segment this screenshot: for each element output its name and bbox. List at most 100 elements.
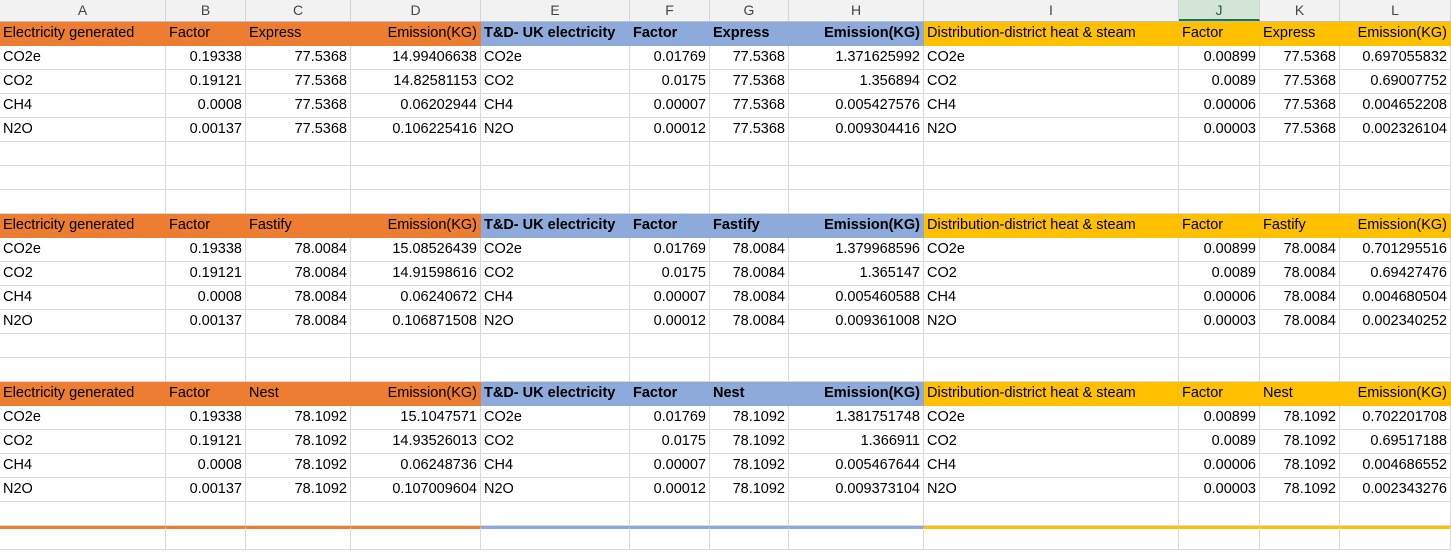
- empty-cell[interactable]: [630, 334, 710, 358]
- data-cell[interactable]: CO2e: [924, 238, 1179, 262]
- empty-cell[interactable]: [789, 526, 924, 550]
- empty-cell[interactable]: [0, 142, 166, 166]
- data-cell[interactable]: CO2e: [0, 46, 166, 70]
- data-cell[interactable]: 0.005460588: [789, 286, 924, 310]
- empty-cell[interactable]: [630, 526, 710, 550]
- data-cell[interactable]: 0.005427576: [789, 94, 924, 118]
- data-cell[interactable]: 0.004680504: [1340, 286, 1451, 310]
- empty-cell[interactable]: [246, 502, 351, 526]
- empty-cell[interactable]: [710, 142, 789, 166]
- header-cell[interactable]: Emission(KG): [1340, 22, 1451, 46]
- data-cell[interactable]: N2O: [924, 310, 1179, 334]
- empty-cell[interactable]: [924, 142, 1179, 166]
- empty-cell[interactable]: [0, 358, 166, 382]
- data-cell[interactable]: 78.1092: [710, 454, 789, 478]
- empty-cell[interactable]: [630, 358, 710, 382]
- empty-cell[interactable]: [924, 526, 1179, 550]
- data-cell[interactable]: 77.5368: [1260, 70, 1340, 94]
- empty-cell[interactable]: [351, 142, 481, 166]
- data-cell[interactable]: 0.19121: [166, 70, 246, 94]
- empty-cell[interactable]: [166, 358, 246, 382]
- data-cell[interactable]: 0.106871508: [351, 310, 481, 334]
- header-cell[interactable]: Factor: [166, 214, 246, 238]
- empty-cell[interactable]: [0, 166, 166, 190]
- data-cell[interactable]: CO2: [481, 70, 630, 94]
- data-cell[interactable]: 0.00006: [1179, 454, 1260, 478]
- data-cell[interactable]: CO2: [0, 262, 166, 286]
- data-cell[interactable]: 0.19121: [166, 430, 246, 454]
- data-cell[interactable]: 1.356894: [789, 70, 924, 94]
- data-cell[interactable]: CO2: [481, 262, 630, 286]
- data-cell[interactable]: 0.69427476: [1340, 262, 1451, 286]
- data-cell[interactable]: 77.5368: [710, 46, 789, 70]
- empty-cell[interactable]: [481, 334, 630, 358]
- data-cell[interactable]: 78.0084: [710, 310, 789, 334]
- header-cell[interactable]: Factor: [1179, 214, 1260, 238]
- header-cell[interactable]: Nest: [246, 382, 351, 406]
- empty-cell[interactable]: [166, 334, 246, 358]
- data-cell[interactable]: 78.1092: [1260, 430, 1340, 454]
- data-cell[interactable]: 78.0084: [1260, 262, 1340, 286]
- empty-cell[interactable]: [481, 526, 630, 550]
- data-cell[interactable]: CO2: [0, 70, 166, 94]
- data-cell[interactable]: 0.0008: [166, 454, 246, 478]
- header-cell[interactable]: Factor: [1179, 22, 1260, 46]
- column-header-b[interactable]: B: [166, 0, 246, 21]
- data-cell[interactable]: 0.06202944: [351, 94, 481, 118]
- data-cell[interactable]: 78.0084: [246, 262, 351, 286]
- data-cell[interactable]: 0.00012: [630, 118, 710, 142]
- empty-cell[interactable]: [1260, 358, 1340, 382]
- data-cell[interactable]: 0.00012: [630, 478, 710, 502]
- data-cell[interactable]: CO2: [924, 430, 1179, 454]
- empty-cell[interactable]: [789, 190, 924, 214]
- header-cell[interactable]: Fastify: [1260, 214, 1340, 238]
- data-cell[interactable]: 78.0084: [1260, 238, 1340, 262]
- header-cell[interactable]: Express: [246, 22, 351, 46]
- empty-cell[interactable]: [789, 334, 924, 358]
- empty-cell[interactable]: [481, 190, 630, 214]
- empty-cell[interactable]: [481, 358, 630, 382]
- column-header-i[interactable]: I: [924, 0, 1179, 21]
- empty-cell[interactable]: [1260, 334, 1340, 358]
- empty-cell[interactable]: [351, 166, 481, 190]
- empty-cell[interactable]: [1179, 142, 1260, 166]
- data-cell[interactable]: 77.5368: [1260, 46, 1340, 70]
- data-cell[interactable]: 0.19338: [166, 46, 246, 70]
- empty-cell[interactable]: [924, 334, 1179, 358]
- column-header-f[interactable]: F: [630, 0, 710, 21]
- empty-cell[interactable]: [789, 502, 924, 526]
- empty-cell[interactable]: [246, 526, 351, 550]
- data-cell[interactable]: 0.0008: [166, 286, 246, 310]
- data-cell[interactable]: N2O: [0, 118, 166, 142]
- data-cell[interactable]: 0.00006: [1179, 94, 1260, 118]
- data-cell[interactable]: 0.0175: [630, 70, 710, 94]
- header-cell[interactable]: Emission(KG): [1340, 214, 1451, 238]
- empty-cell[interactable]: [1340, 142, 1451, 166]
- data-cell[interactable]: CH4: [0, 454, 166, 478]
- empty-cell[interactable]: [630, 502, 710, 526]
- data-cell[interactable]: 0.0089: [1179, 262, 1260, 286]
- data-cell[interactable]: CH4: [924, 286, 1179, 310]
- data-cell[interactable]: 0.00899: [1179, 406, 1260, 430]
- data-cell[interactable]: 0.0089: [1179, 430, 1260, 454]
- data-cell[interactable]: 78.1092: [246, 478, 351, 502]
- data-cell[interactable]: 1.365147: [789, 262, 924, 286]
- data-cell[interactable]: 0.00899: [1179, 238, 1260, 262]
- header-cell[interactable]: Express: [1260, 22, 1340, 46]
- empty-cell[interactable]: [481, 166, 630, 190]
- data-cell[interactable]: CH4: [481, 286, 630, 310]
- empty-cell[interactable]: [1340, 358, 1451, 382]
- empty-cell[interactable]: [1340, 166, 1451, 190]
- column-header-j[interactable]: J: [1179, 0, 1260, 21]
- data-cell[interactable]: 0.00007: [630, 454, 710, 478]
- header-cell[interactable]: Emission(KG): [789, 214, 924, 238]
- data-cell[interactable]: 0.00007: [630, 286, 710, 310]
- header-cell[interactable]: Emission(KG): [789, 382, 924, 406]
- data-cell[interactable]: 78.1092: [1260, 454, 1340, 478]
- empty-cell[interactable]: [246, 190, 351, 214]
- empty-cell[interactable]: [1260, 502, 1340, 526]
- header-cell[interactable]: T&D- UK electricity: [481, 214, 630, 238]
- empty-cell[interactable]: [0, 190, 166, 214]
- data-cell[interactable]: 1.371625992: [789, 46, 924, 70]
- header-cell[interactable]: Emission(KG): [789, 22, 924, 46]
